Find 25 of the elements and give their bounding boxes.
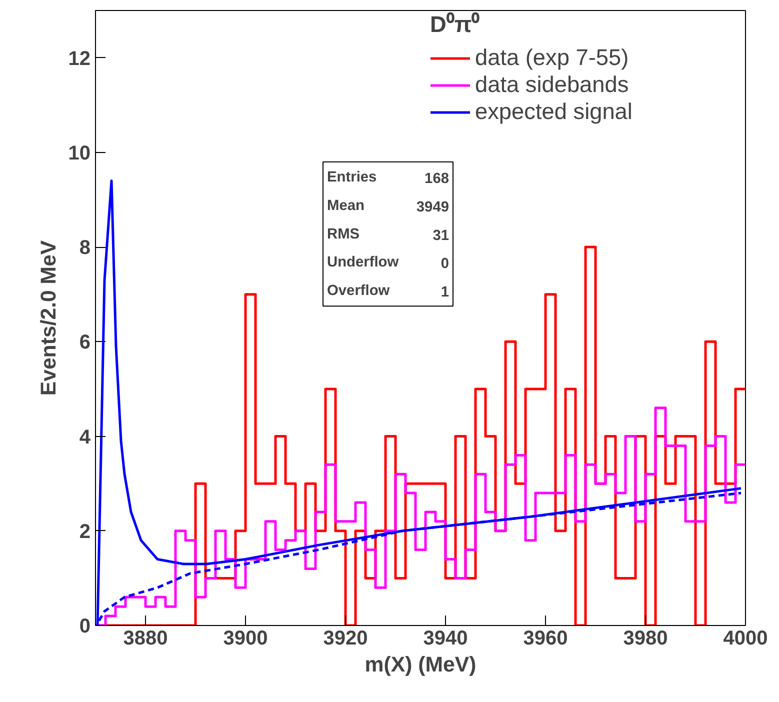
text: Underflow 0	[327, 254, 450, 272]
y-tick-label: 10	[68, 142, 91, 164]
x-tick-label: 3900	[223, 628, 268, 650]
x-tick-label: 3920	[323, 628, 368, 650]
text: Mean 3949	[327, 198, 450, 216]
y-tick-label: 12	[68, 48, 91, 70]
y-tick-label: 0	[79, 616, 90, 638]
x-axis-title: m(X) (MeV)	[364, 652, 476, 676]
y-tick-label: 2	[79, 520, 90, 543]
y-tick-label: 6	[79, 332, 90, 354]
text: Overflow 1	[327, 283, 450, 301]
text: RMS 31	[327, 226, 450, 244]
y-tick-label: 8	[79, 237, 90, 260]
text: Entries 168	[327, 169, 450, 187]
x-tick-label: 3980	[623, 628, 668, 650]
x-tick-label: 4000	[723, 628, 768, 650]
x-tick-label: 3880	[123, 628, 168, 650]
legend-title: D⁰π⁰	[430, 10, 481, 39]
x-tick-label: 3940	[423, 628, 468, 650]
y-tick-label: 4	[79, 426, 92, 448]
legend-label: expected signal	[475, 98, 632, 125]
legend-label: data (exp 7-55)	[475, 44, 629, 71]
y-axis-title: Events/2.0 MeV	[36, 240, 60, 396]
x-tick-label: 3960	[523, 628, 568, 650]
legend-label: data sidebands	[475, 71, 629, 98]
